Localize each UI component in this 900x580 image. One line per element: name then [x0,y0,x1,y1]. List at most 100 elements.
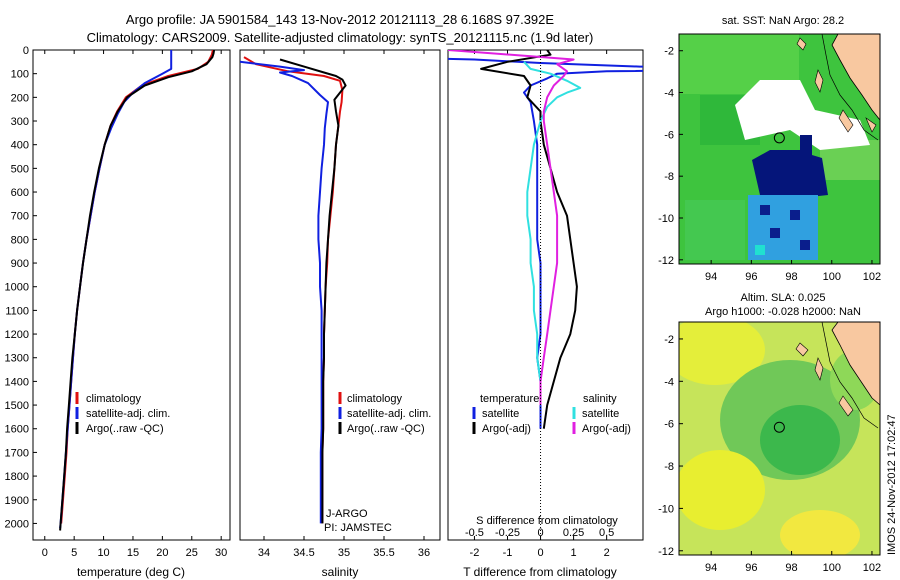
series-line-1 [480,50,578,429]
series-line-2 [523,61,582,406]
map-y-tick-label: -8 [664,171,674,183]
map-y-tick-label: -6 [664,419,674,431]
depth-tick-label: 800 [11,234,29,246]
x-tick-label: 1 [571,547,577,559]
secondary-x-tick-label: -0.5 [465,527,484,539]
temperature-x-axis: 0 5 10 15 20 25 30 [42,50,227,559]
legend-label-s-argo: Argo(-adj) [582,423,631,435]
map-y-tick-label: -4 [664,376,674,388]
map-x-tick-label: 102 [863,271,881,283]
legend-header-salinity: salinity [583,393,617,405]
map-x-tick-label: 94 [705,271,717,283]
difference-legend: temperature salinity satellite Argo(-adj… [472,393,631,435]
temperature-panel: 0100200300400500600700800900100011001200… [5,45,643,579]
map-y-tick-label: -10 [658,213,674,225]
sla-map-field [780,510,860,555]
sla-map-axes: 94 96 98 100 102 -2 -4 -6 -8 -10 -12 [658,334,881,574]
sst-map-axes: 94 96 98 100 102 -2 -4 -6 -8 -10 -12 [658,46,881,283]
depth-tick-label: 1700 [5,447,29,459]
legend-label-climatology: climatology [347,393,403,405]
shelf-contour [821,34,879,141]
map-x-tick-label: 102 [863,562,881,574]
secondary-x-tick-label: 0.25 [563,527,584,539]
depth-tick-label: 1500 [5,400,29,412]
sst-map-cold-patch [752,135,828,198]
figure-title-line1: Argo profile: JA 5901584_143 13-Nov-2012… [126,12,554,27]
salinity-panel: 34 34.5 35 35.5 36 salinity climatology sate… [239,49,441,579]
legend-label-satellite: satellite-adj. clim. [347,408,431,420]
sla-map-field [679,450,765,530]
x-tick-label: -1 [503,547,513,559]
map-x-tick-label: 100 [823,271,841,283]
temperature-difference-axis-label: T difference from climatology [463,565,617,579]
series-line-2 [59,50,216,531]
depth-tick-label: 2000 [5,518,29,530]
island [795,342,809,357]
legend-label-t-satellite: satellite [482,408,519,420]
x-tick-label: 34 [258,547,270,559]
sla-map-field [679,322,765,385]
legend-label-satellite: satellite-adj. clim. [86,408,170,420]
series-line-2 [279,58,347,524]
salinity-x-axis: 34 34.5 35 35.5 36 [258,50,430,559]
sst-map-cold-cell [770,228,780,238]
island [796,37,807,51]
x-tick-label: 0 [537,547,543,559]
x-tick-label: 0 [42,547,48,559]
legend-label-climatology: climatology [86,393,142,405]
salinity-series [240,56,347,524]
depth-tick-label: 400 [11,140,29,152]
depth-tick-label: 100 [11,69,29,81]
depth-tick-label: 1800 [5,471,29,483]
x-tick-label: 35.5 [373,547,394,559]
figure-title-line2: Climatology: CARS2009. Satellite-adjuste… [87,30,594,45]
map-x-tick-label: 98 [785,562,797,574]
platform-annotation: J-ARGO [326,508,368,520]
x-tick-label: -2 [470,547,480,559]
sst-map-cold-cell [790,210,800,220]
secondary-x-tick-label: -0.25 [495,527,520,539]
depth-tick-label: 1000 [5,282,29,294]
map-y-tick-label: -4 [664,88,674,100]
temperature-plot-frame [32,49,231,541]
map-x-tick-label: 98 [785,271,797,283]
sla-map-area [679,322,880,555]
sst-map-cold-cell [760,205,770,215]
depth-tick-label: 300 [11,116,29,128]
island [838,109,854,133]
sst-map-area [679,34,880,264]
legend-label-t-argo: Argo(-adj) [482,423,531,435]
sst-map-panel: sat. SST: NaN Argo: 28.2 94 96 98 100 102 -2 -… [658,15,881,283]
x-tick-label: 34.5 [293,547,314,559]
sumatra-land [831,34,880,121]
depth-tick-label: 200 [11,92,29,104]
profile-location-marker [773,132,785,144]
sst-map-nodata-area [735,80,870,150]
x-tick-label: 30 [215,547,227,559]
sst-map-title: sat. SST: NaN Argo: 28.2 [722,15,844,27]
salinity-plot-frame [239,49,441,541]
imos-timestamp: IMOS 24-Nov-2012 17:02:47 [886,414,898,555]
map-y-tick-label: -2 [664,46,674,58]
difference-series [448,50,643,540]
x-tick-label: 10 [97,547,109,559]
map-y-tick-label: -12 [658,255,674,267]
shelf-contour [821,322,879,429]
depth-tick-label: 1200 [5,329,29,341]
legend-label-argo: Argo(..raw -QC) [86,423,164,435]
sst-map-field [685,200,745,260]
map-y-tick-label: -2 [664,334,674,346]
series-line-1 [240,60,329,524]
x-tick-label: 5 [71,547,77,559]
salinity-difference-axis-label: S difference from climatology [476,515,618,527]
sst-map-frame [678,33,881,265]
secondary-x-tick-label: 0.5 [599,527,614,539]
depth-tick-label: 0 [23,45,29,57]
sla-map-panel: Altim. SLA: 0.025 Argo h1000: -0.028 h20… [658,292,881,574]
legend-label-s-satellite: satellite [582,408,619,420]
depth-tick-label: 1900 [5,495,29,507]
depth-tick-label: 700 [11,211,29,223]
sla-map-field [760,405,840,475]
map-x-tick-label: 96 [745,562,757,574]
